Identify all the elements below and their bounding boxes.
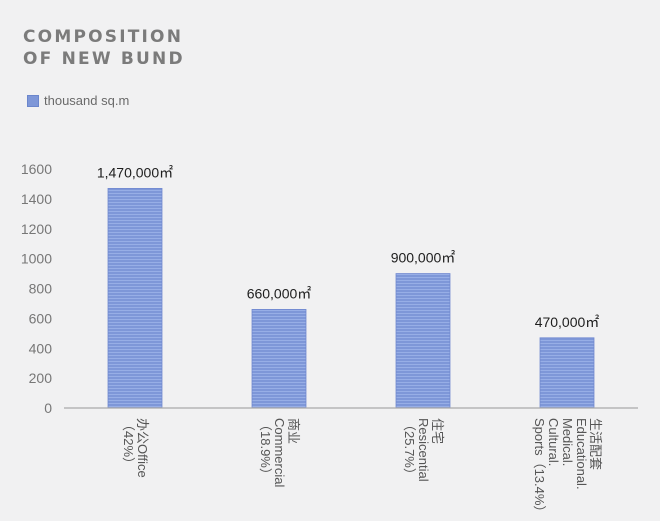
y-tick-label: 1600 — [21, 161, 52, 177]
data-label: 900,000㎡ — [391, 250, 456, 266]
bar — [395, 273, 451, 409]
category-label: Educational. — [574, 418, 589, 490]
legend-label: thousand sq.m — [44, 93, 130, 108]
bar — [107, 188, 163, 409]
category-label: Commercial — [272, 418, 287, 487]
category-label: 办公Office — [135, 418, 150, 478]
category-label: Resicential — [416, 418, 431, 482]
category-label: Medical. — [560, 418, 575, 466]
category-label: 生活配套 — [588, 418, 603, 470]
category-label: Cultural. — [546, 418, 561, 466]
y-tick-label: 400 — [29, 340, 53, 356]
chart-title-line-1: COMPOSITION — [23, 27, 184, 47]
chart-title-line-2: OF NEW BUND — [23, 49, 185, 69]
data-label: 470,000㎡ — [535, 314, 600, 330]
bar — [251, 309, 307, 409]
y-tick-label: 1000 — [21, 251, 52, 267]
legend: thousand sq.m — [27, 93, 129, 108]
data-label: 1,470,000㎡ — [97, 164, 173, 180]
chart-title: COMPOSITION OF NEW BUND — [23, 26, 185, 70]
category-label: Sports（13.4%） — [532, 418, 547, 518]
y-tick-label: 1400 — [21, 191, 52, 207]
category-label: （18.9%） — [258, 418, 273, 481]
y-tick-label: 600 — [29, 310, 53, 326]
data-label: 660,000㎡ — [247, 285, 312, 301]
category-label: 商业 — [286, 418, 301, 444]
category-label: 住宅 — [430, 418, 445, 444]
category-label: （25.7%） — [402, 418, 417, 481]
legend-swatch — [27, 94, 39, 107]
y-tick-label: 0 — [44, 400, 52, 416]
y-tick-label: 200 — [29, 370, 53, 386]
y-tick-label: 1200 — [21, 221, 52, 237]
category-label: （42%） — [121, 418, 136, 470]
bar — [539, 337, 595, 409]
y-tick-label: 800 — [29, 281, 53, 297]
